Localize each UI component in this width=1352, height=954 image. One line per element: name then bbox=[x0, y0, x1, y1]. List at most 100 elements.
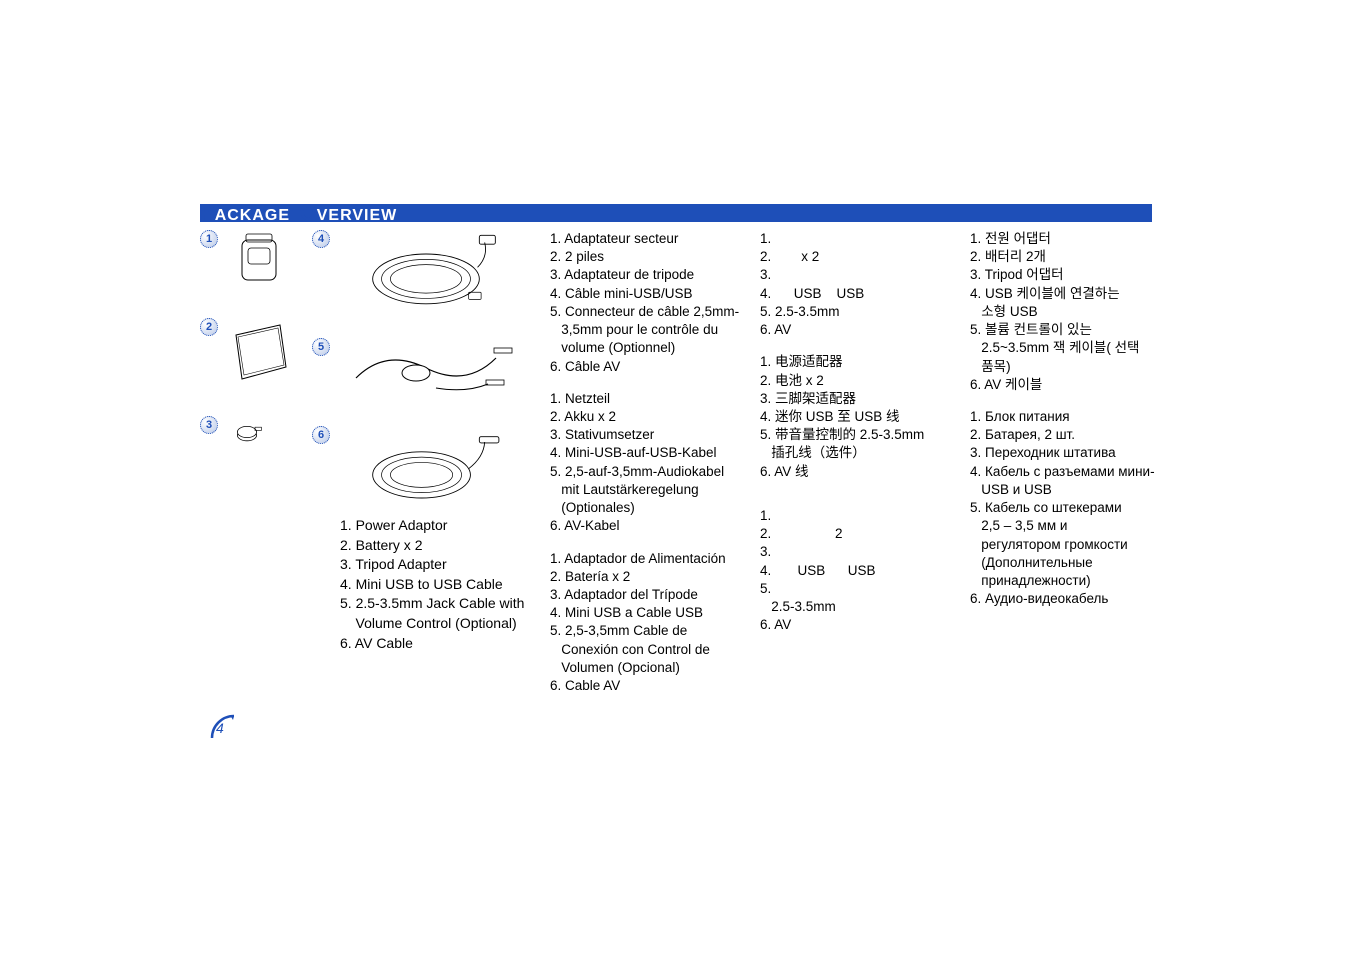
list-item: 6. Аудио-видеокабель bbox=[970, 590, 1170, 608]
tripod-adapter-illustration bbox=[224, 416, 294, 456]
list-item: 3. Tripod Adapter bbox=[340, 555, 540, 575]
list-item: 6. Cable AV bbox=[550, 677, 740, 695]
korean-list: 1. 전원 어댑터 2. 배터리 2개 3. Tripod 어댑터 4. USB… bbox=[970, 230, 1170, 394]
russian-list: 1. Блок питания 2. Батарея, 2 шт. 3. Пер… bbox=[970, 408, 1170, 608]
list-item: 4. USB USB bbox=[760, 285, 950, 303]
list-item: 1. Power Adaptor bbox=[340, 516, 540, 536]
list-item: 2. Batería x 2 bbox=[550, 568, 740, 586]
japanese-list: 1. 2. x 2 3. 4. USB USB 5. 2.5-3.5mm 6. … bbox=[760, 230, 950, 339]
list-item: 6. AV Cable bbox=[340, 634, 540, 654]
english-list: 1. Power Adaptor 2. Battery x 2 3. Tripo… bbox=[340, 516, 540, 653]
list-item: 2.5-3.5mm bbox=[760, 598, 950, 616]
section-heading: PACKAGE OVERVIEW bbox=[200, 200, 1152, 224]
list-item: 5. 带音量控制的 2.5-3.5mm bbox=[760, 426, 950, 444]
list-item: 1. bbox=[760, 507, 950, 525]
list-item: 5. Connecteur de câble 2,5mm- bbox=[550, 303, 740, 321]
package-item-1: 1 bbox=[200, 230, 300, 290]
item-number-6: 6 bbox=[312, 426, 330, 444]
list-item: принадлежности) bbox=[970, 572, 1170, 590]
usb-cable-illustration bbox=[336, 230, 516, 310]
list-item: 2. Battery x 2 bbox=[340, 536, 540, 556]
chinese-traditional-list: 1. 2. 2 3. 4. USB USB 5. 2.5-3.5mm 6. AV bbox=[760, 507, 950, 635]
lang-column-3: 1. 전원 어댑터 2. 배터리 2개 3. Tripod 어댑터 4. USB… bbox=[970, 230, 1170, 709]
list-item: 5. bbox=[760, 580, 950, 598]
list-item: 5. 2,5-3,5mm Cable de bbox=[550, 622, 740, 640]
list-item: 3. Tripod 어댑터 bbox=[970, 266, 1170, 284]
adapter-illustration bbox=[224, 230, 294, 290]
list-item: 4. Кабель с разъемами мини- bbox=[970, 463, 1170, 481]
package-item-5: 5 bbox=[312, 338, 532, 398]
list-item: 1. Adaptador de Alimentación bbox=[550, 550, 740, 568]
page-number: 4 bbox=[210, 714, 224, 740]
package-item-6: 6 bbox=[312, 426, 532, 506]
list-item: 5. 2,5-auf-3,5mm-Audiokabel bbox=[550, 463, 740, 481]
av-cable-illustration bbox=[336, 426, 516, 506]
list-item: 6. AV bbox=[760, 321, 950, 339]
list-item: 1. bbox=[760, 230, 950, 248]
list-item: 2. 2 bbox=[760, 525, 950, 543]
list-item: 4. Mini USB a Cable USB bbox=[550, 604, 740, 622]
lang-column-2: 1. 2. x 2 3. 4. USB USB 5. 2.5-3.5mm 6. … bbox=[760, 230, 950, 709]
heading-initial-2: O bbox=[300, 200, 317, 225]
list-item: 소형 USB bbox=[970, 303, 1170, 321]
list-item: 5. 2.5-3.5mm bbox=[760, 303, 950, 321]
list-item: 1. 电源适配器 bbox=[760, 353, 950, 371]
battery-illustration bbox=[224, 318, 294, 388]
list-item: 1. Блок питания bbox=[970, 408, 1170, 426]
list-item: 2,5 – 3,5 мм и bbox=[970, 517, 1170, 535]
list-item: 4. 迷你 USB 至 USB 线 bbox=[760, 408, 950, 426]
list-item: 3. Переходник штатива bbox=[970, 444, 1170, 462]
heading-initial-1: P bbox=[200, 200, 215, 225]
list-item: 3. Adaptador del Trípode bbox=[550, 586, 740, 604]
german-list: 1. Netzteil 2. Akku x 2 3. Stativumsetze… bbox=[550, 390, 740, 536]
translation-columns: 1. Adaptateur secteur 2. 2 piles 3. Adap… bbox=[550, 230, 1170, 709]
list-item: 5. 2.5-3.5mm Jack Cable with bbox=[340, 594, 540, 614]
list-item: 1. Netzteil bbox=[550, 390, 740, 408]
french-list: 1. Adaptateur secteur 2. 2 piles 3. Adap… bbox=[550, 230, 740, 376]
item-number-3: 3 bbox=[200, 416, 218, 434]
list-item: 1. 전원 어댑터 bbox=[970, 230, 1170, 248]
page-number-value: 4 bbox=[216, 720, 224, 736]
chinese-simplified-list: 1. 电源适配器 2. 电池 x 2 3. 三脚架适配器 4. 迷你 USB 至… bbox=[760, 353, 950, 481]
list-item: 3,5mm pour le contrôle du bbox=[550, 321, 740, 339]
list-item: mit Lautstärkeregelung bbox=[550, 481, 740, 499]
content-area: 1 2 3 bbox=[200, 230, 1152, 709]
spanish-list: 1. Adaptador de Alimentación 2. Batería … bbox=[550, 550, 740, 696]
list-item: (Optionales) bbox=[550, 499, 740, 517]
list-item: 품목) bbox=[970, 358, 1170, 376]
list-item: volume (Optionnel) bbox=[550, 339, 740, 357]
list-item: Volume Control (Optional) bbox=[340, 614, 540, 634]
item-number-1: 1 bbox=[200, 230, 218, 248]
heading-rest-1: ACKAGE bbox=[215, 207, 290, 224]
list-item: 4. Mini USB to USB Cable bbox=[340, 575, 540, 595]
package-item-4: 4 bbox=[312, 230, 532, 310]
list-item: 4. USB 케이블에 연결하는 bbox=[970, 285, 1170, 303]
heading-rest-2: VERVIEW bbox=[317, 207, 398, 224]
list-item: 2. x 2 bbox=[760, 248, 950, 266]
images-and-english: 1 2 3 bbox=[200, 230, 540, 709]
list-item: 3. 三脚架适配器 bbox=[760, 390, 950, 408]
list-item: USB и USB bbox=[970, 481, 1170, 499]
list-item: 2.5~3.5mm 잭 케이블( 선택 bbox=[970, 339, 1170, 357]
list-item: 2. 电池 x 2 bbox=[760, 372, 950, 390]
list-item: 4. USB USB bbox=[760, 562, 950, 580]
list-item: 2. 배터리 2개 bbox=[970, 248, 1170, 266]
package-item-2: 2 bbox=[200, 318, 300, 388]
item-number-4: 4 bbox=[312, 230, 330, 248]
list-item: 3. bbox=[760, 543, 950, 561]
jack-cable-illustration bbox=[336, 338, 516, 398]
list-item: 6. Câble AV bbox=[550, 358, 740, 376]
list-item: 4. Câble mini-USB/USB bbox=[550, 285, 740, 303]
list-item: 3. Adaptateur de tripode bbox=[550, 266, 740, 284]
list-item: 2. 2 piles bbox=[550, 248, 740, 266]
package-item-3: 3 bbox=[200, 416, 300, 456]
item-number-2: 2 bbox=[200, 318, 218, 336]
list-item: 6. AV 线 bbox=[760, 463, 950, 481]
list-item: 5. 볼륨 컨트롤이 있는 bbox=[970, 321, 1170, 339]
list-item: (Дополнительные bbox=[970, 554, 1170, 572]
list-item: 6. AV 케이블 bbox=[970, 376, 1170, 394]
list-item: 插孔线（选件） bbox=[760, 444, 950, 462]
list-item: 3. bbox=[760, 266, 950, 284]
item-number-5: 5 bbox=[312, 338, 330, 356]
list-item: Volumen (Opcional) bbox=[550, 659, 740, 677]
